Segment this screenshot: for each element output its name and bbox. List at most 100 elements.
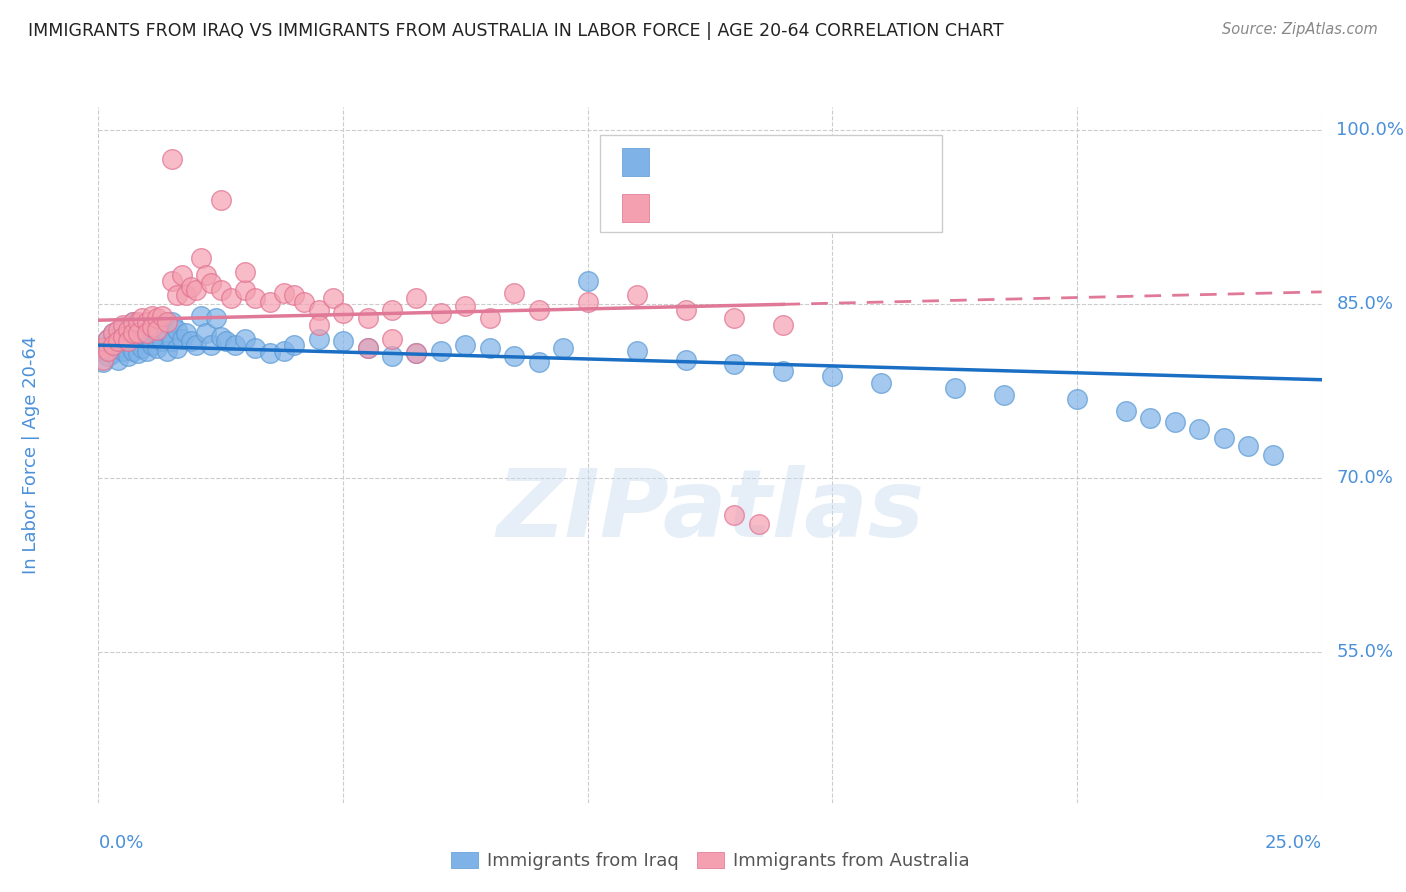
FancyBboxPatch shape [621,148,648,176]
Text: In Labor Force | Age 20-64: In Labor Force | Age 20-64 [22,335,41,574]
Point [97,332,120,346]
Point [127,323,149,337]
Point [117,338,139,352]
Point [91,343,114,358]
Point [91,341,114,355]
Point [166,288,188,302]
Point [723,311,745,326]
Text: N =: N = [794,199,859,217]
Point [405,346,427,360]
Point [1261,448,1284,462]
Point [332,306,354,320]
Point [121,332,143,346]
Point [332,334,354,349]
Point [626,288,648,302]
Point [356,341,378,355]
Point [160,274,183,288]
FancyBboxPatch shape [600,135,942,232]
Point [186,283,208,297]
Text: 84: 84 [862,153,883,171]
Point [160,153,183,167]
Point [131,341,153,355]
Point [150,318,173,332]
Point [675,303,697,318]
Point [233,265,256,279]
Text: 67: 67 [862,199,883,217]
Point [943,381,966,395]
Point [259,346,281,360]
Point [821,369,844,384]
Point [127,315,149,329]
Point [127,326,149,341]
Point [111,332,134,346]
Point [1164,416,1187,430]
Point [1237,439,1260,453]
Text: N =: N = [794,153,859,171]
Point [723,358,745,372]
Point [200,338,222,352]
Point [292,294,315,309]
Point [131,329,153,343]
Point [553,341,575,355]
Point [356,311,378,326]
Point [180,280,202,294]
Point [111,329,134,343]
Point [150,334,173,349]
Point [136,332,159,346]
Point [478,341,501,355]
Point [273,285,295,300]
Point [200,277,222,291]
Point [308,332,330,346]
Point [381,350,404,364]
Point [146,311,169,326]
Point [101,334,124,349]
Point [209,329,232,343]
Point [141,338,163,352]
Point [405,292,427,306]
Point [180,334,202,349]
Point [308,303,330,318]
Point [1188,422,1211,436]
Point [101,326,124,341]
Text: 70.0%: 70.0% [1336,469,1393,487]
Point [146,323,169,337]
Point [259,294,281,309]
Text: ZIPatlas: ZIPatlas [496,465,924,557]
Point [117,350,139,364]
Point [322,292,344,306]
Text: R =: R = [666,199,710,217]
Point [1139,410,1161,425]
Point [97,332,120,346]
Point [141,309,163,323]
Point [156,326,179,341]
Point [111,343,134,358]
Point [772,364,794,378]
Point [723,508,745,523]
Point [503,285,526,300]
Point [91,352,114,367]
Point [748,517,770,532]
Text: 25.0%: 25.0% [1264,834,1322,852]
Point [97,338,120,352]
Point [454,338,477,352]
Point [170,332,193,346]
Point [243,292,266,306]
FancyBboxPatch shape [621,194,648,222]
Point [772,318,794,332]
Text: IMMIGRANTS FROM IRAQ VS IMMIGRANTS FROM AUSTRALIA IN LABOR FORCE | AGE 20-64 COR: IMMIGRANTS FROM IRAQ VS IMMIGRANTS FROM … [28,22,1004,40]
Point [117,334,139,349]
Point [224,338,246,352]
Point [993,387,1015,401]
Point [503,350,526,364]
Text: -0.330: -0.330 [713,153,778,171]
Point [136,326,159,341]
Point [127,334,149,349]
Point [107,334,129,349]
Point [576,294,599,309]
Point [136,320,159,334]
Point [170,268,193,283]
Point [160,334,183,349]
Point [381,303,404,318]
Point [97,350,120,364]
Point [141,323,163,337]
